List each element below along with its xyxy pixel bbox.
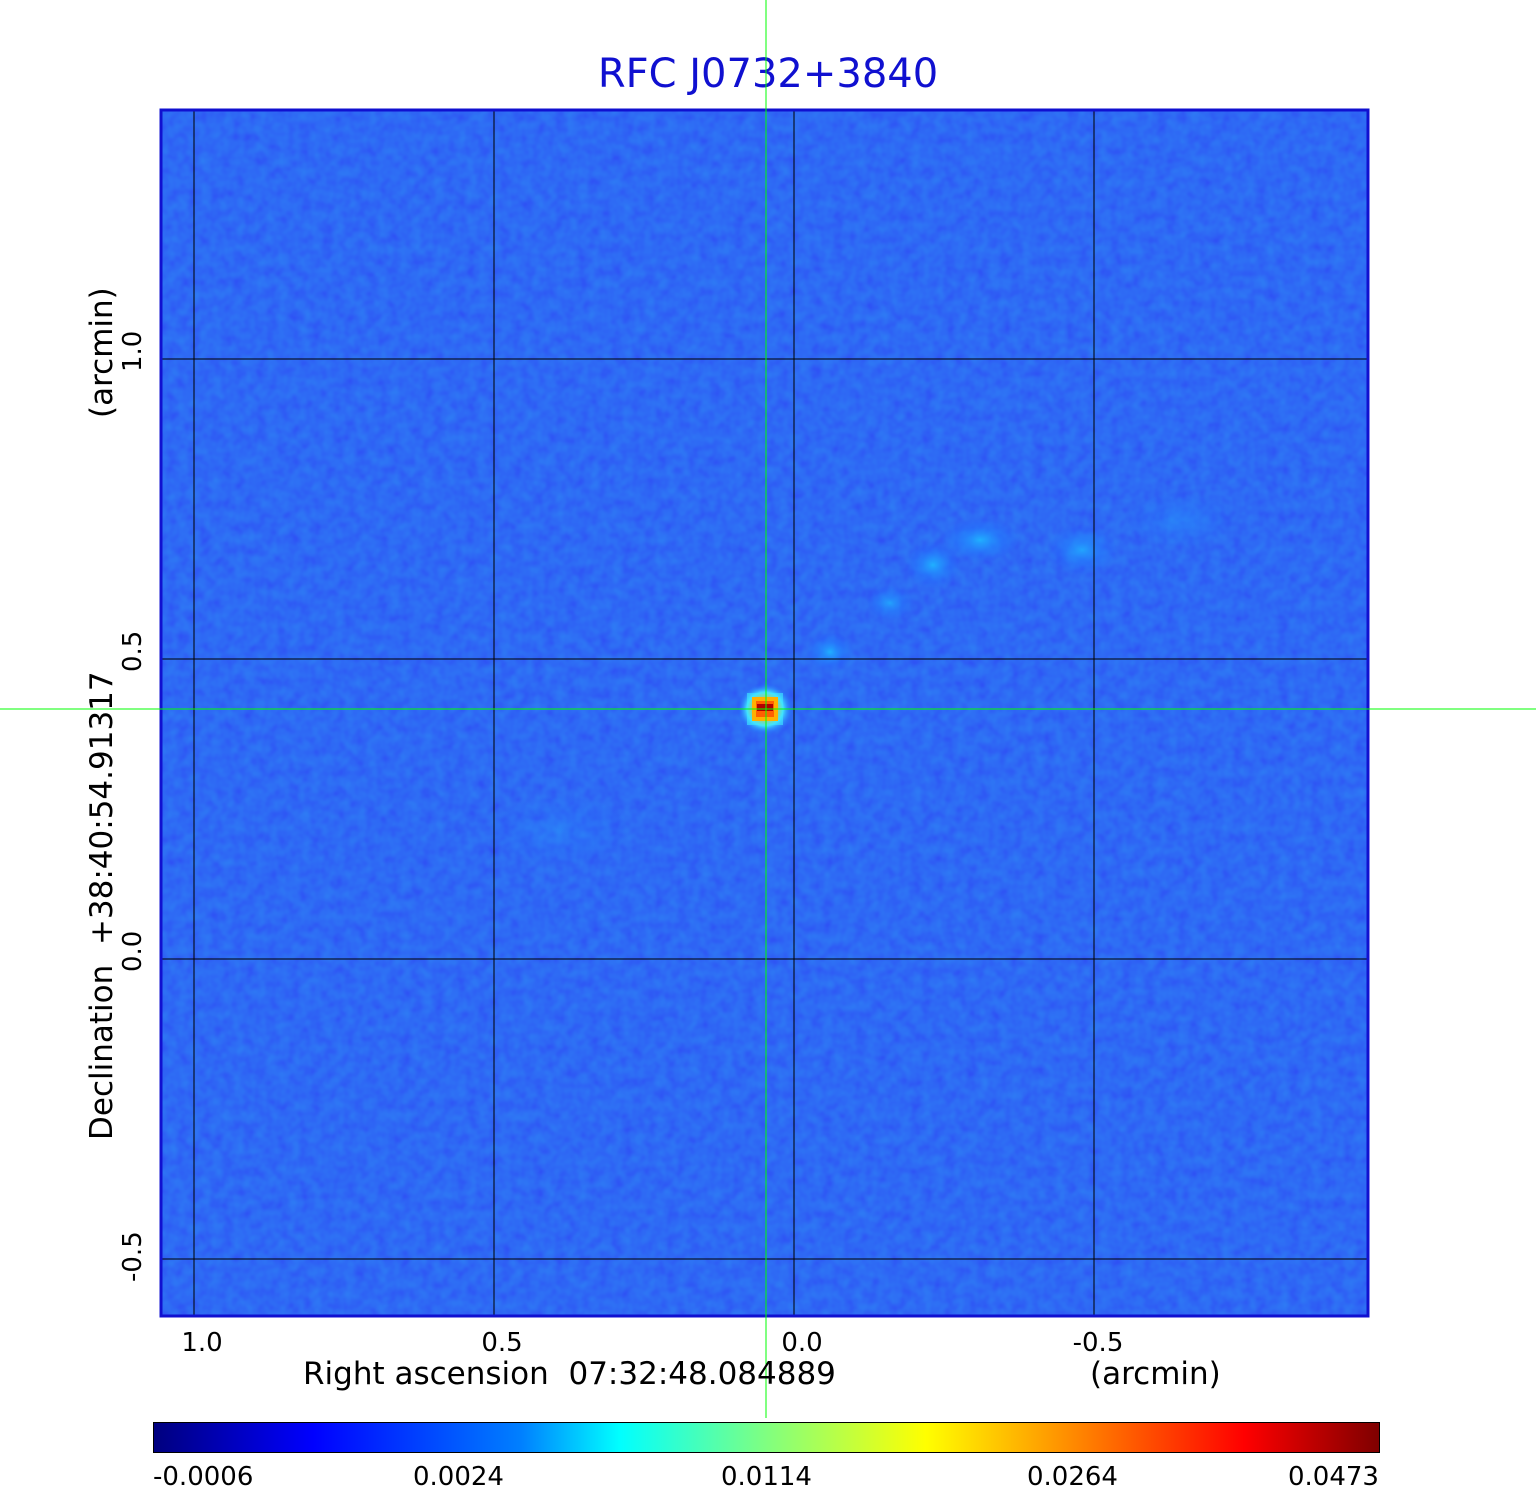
- x-axis-unit: (arcmin): [1090, 1356, 1221, 1392]
- colorbar-tick-label: 0.0264: [1027, 1462, 1118, 1492]
- y-axis-label: Declination +38:40:54.91317: [84, 671, 120, 1140]
- x-axis-label: Right ascension 07:32:48.084889: [303, 1356, 836, 1392]
- y-tick-label: 0.5: [118, 630, 148, 672]
- x-tick-label: 1.0: [181, 1328, 223, 1358]
- image-title: RFC J0732+3840: [597, 51, 939, 97]
- coordinate-grid: [161, 110, 1368, 1316]
- colorbar-tick-label: 0.0473: [1288, 1462, 1379, 1492]
- x-tick-label: 0.5: [481, 1328, 523, 1358]
- colorbar: [153, 1422, 1380, 1453]
- radio-map: [0, 0, 1536, 1418]
- colorbar-tick-label: 0.0114: [721, 1462, 812, 1492]
- y-tick-label: 0.0: [118, 930, 148, 972]
- jet-emission: [480, 490, 1240, 870]
- y-axis-unit: (arcmin): [84, 287, 120, 418]
- colorbar-tick-label: -0.0006: [153, 1462, 254, 1492]
- y-tick-label: 1.0: [118, 330, 148, 372]
- colorbar-tick-label: 0.0024: [413, 1462, 504, 1492]
- x-tick-label: -0.5: [1072, 1328, 1124, 1358]
- y-tick-label: -0.5: [118, 1231, 148, 1282]
- x-tick-label: 0.0: [781, 1328, 823, 1358]
- crosshair: [0, 0, 1536, 1418]
- map-frame: [159, 108, 1370, 1318]
